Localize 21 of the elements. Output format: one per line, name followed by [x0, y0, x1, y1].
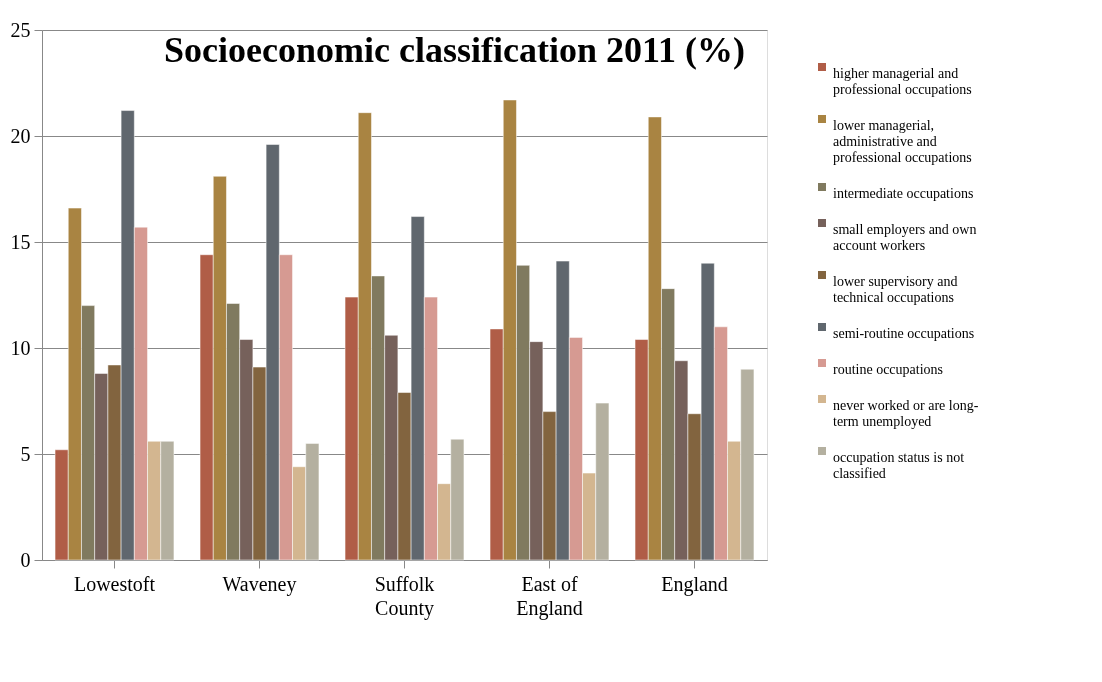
y-tick-label: 10: [10, 336, 31, 359]
x-tick-label: Waveney: [222, 572, 297, 596]
y-tick-label: 20: [10, 124, 31, 147]
legend-label: lower supervisory and technical occupations: [833, 274, 958, 305]
y-tick-label: 5: [20, 442, 31, 465]
legend-label: semi-routine occupations: [833, 326, 975, 341]
y-tick-label: 25: [10, 18, 31, 41]
x-tick-label: Lowestoft: [73, 572, 156, 595]
x-tick-label: Suffolk County: [374, 572, 435, 620]
legend-label: lower managerial, administrative and professional occupations: [833, 118, 972, 165]
y-tick-label: 15: [10, 230, 31, 253]
x-tick-label: England: [661, 572, 728, 596]
legend-label: never worked or are long-term unemployed: [833, 398, 979, 429]
legend-label: occupation status is not classified: [833, 450, 965, 481]
legend-label: small employers and own account workers: [833, 222, 977, 253]
legend-label: routine occupations: [833, 362, 944, 377]
x-tick-label: East of England: [516, 572, 583, 620]
legend-label: intermediate occupations: [833, 186, 974, 201]
y-tick-label: 0: [20, 548, 31, 571]
chart-title: Socioeconomic classification 2011 (%): [164, 30, 745, 70]
legend-label: higher managerial and professional occupations: [833, 66, 972, 97]
